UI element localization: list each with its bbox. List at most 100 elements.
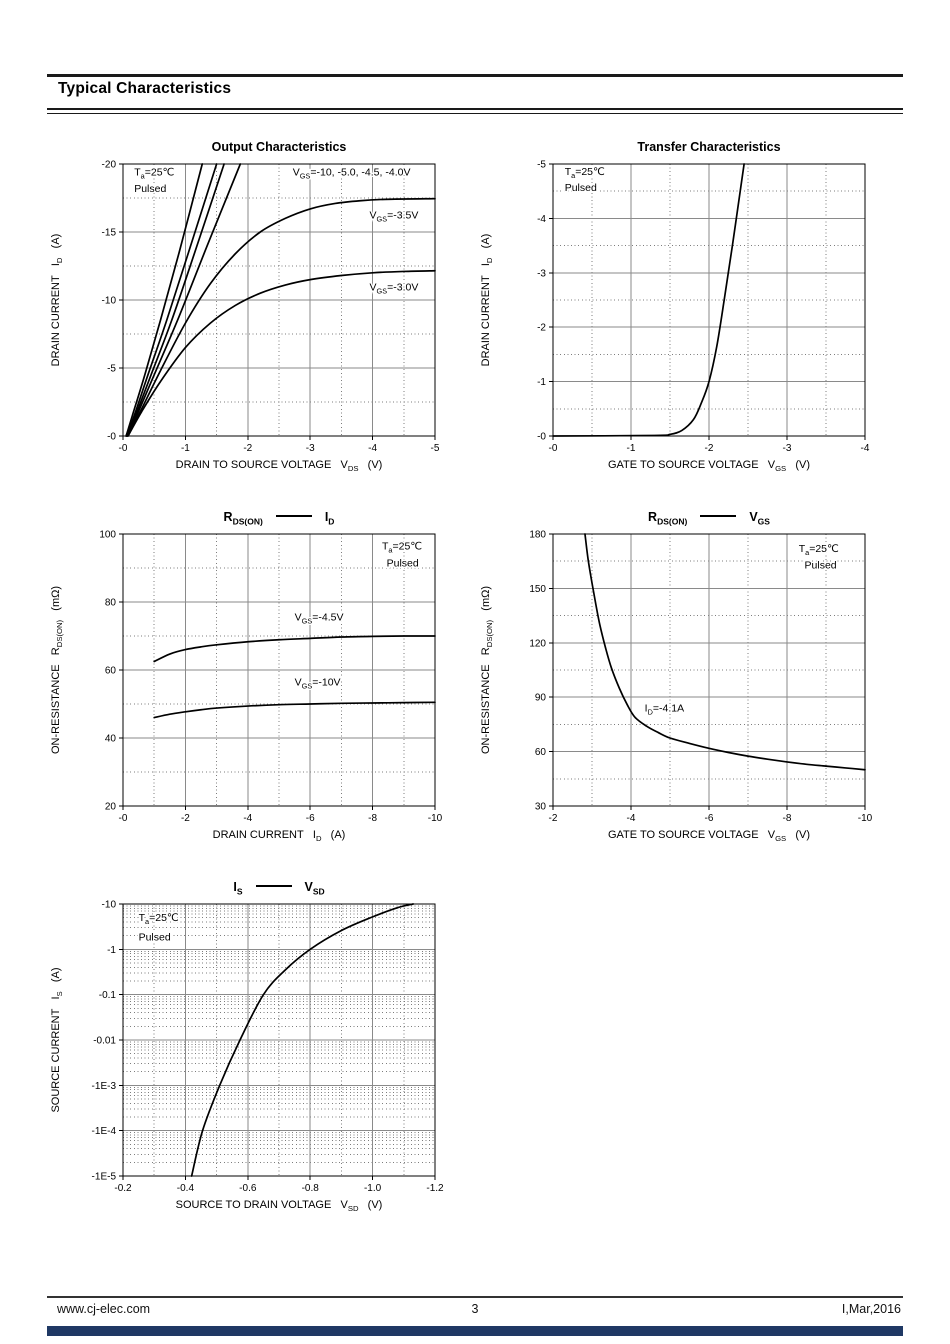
svg-text:-0: -0 — [119, 443, 128, 454]
svg-text:DRAIN CURRENT ID (A): DRAIN CURRENT ID (A) — [50, 234, 64, 367]
chart-rdson-vs-id: RDS(ON) ID -0 -2 -4 -6 -8 -10 20 40 60 80 100 DRAIN … — [45, 510, 475, 862]
curve-id-vs-vgs — [552, 163, 745, 437]
svg-text:-1E-3: -1E-3 — [92, 1081, 117, 1092]
svg-text:-2: -2 — [549, 813, 558, 824]
svg-text:GATE TO SOURCE VOLTAGE VGS: GATE TO SOURCE VOLTAGE VGS (V) — [608, 829, 810, 843]
svg-text:-0.4: -0.4 — [177, 1183, 195, 1194]
curve-vgs--5.0v — [125, 163, 218, 437]
svg-text:-4: -4 — [368, 443, 377, 454]
svg-text:-0.2: -0.2 — [114, 1183, 132, 1194]
svg-text:-3: -3 — [783, 443, 792, 454]
svg-text:-3: -3 — [537, 268, 546, 279]
svg-text:-20: -20 — [102, 160, 117, 171]
footer-revision: I,Mar,2016 — [841, 1302, 901, 1316]
svg-text:40: 40 — [105, 734, 117, 745]
footer-bar — [47, 1326, 903, 1336]
plot-transfer-characteristics: -0 -1 -2 -3 -4 -0 -1 -2 -3 -4 -5 GATE TO SOURCE VOL… — [480, 160, 870, 474]
svg-text:ON-RESISTANCE RDS(ON) (mΩ): ON-RESISTANCE RDS(ON) (mΩ) — [50, 586, 64, 754]
svg-text:-1E-5: -1E-5 — [92, 1172, 117, 1183]
svg-text:60: 60 — [105, 666, 117, 677]
svg-text:-2: -2 — [181, 813, 190, 824]
svg-text:-4: -4 — [537, 214, 546, 225]
svg-text:DRAIN CURRENT ID (A): DRAIN CURRENT ID (A) — [480, 234, 494, 367]
svg-text:-2: -2 — [705, 443, 714, 454]
annotation: Pulsed — [134, 183, 166, 195]
annotation: VGS=-4.5V — [295, 612, 344, 626]
svg-text:-8: -8 — [783, 813, 792, 824]
chart-is-vs-vsd: IS VSD -0.2 -0.4 -0.6 -0.8 -1.0 -1.2 -1E-5 -1E-4… — [45, 880, 475, 1232]
svg-text:DRAIN CURRENT ID (A): DRAIN CURRENT ID (A) — [213, 829, 346, 843]
svg-text:SOURCE TO DRAIN VOLTAGE VSD: SOURCE TO DRAIN VOLTAGE VSD (V) — [176, 1199, 383, 1213]
svg-text:-10: -10 — [102, 296, 117, 307]
annotation: VGS=-10V — [295, 676, 341, 690]
chart-rdson-vs-vgs: RDS(ON) VGS -2 -4 -6 -8 -10 30 60 90 120 150 180 GAT… — [475, 510, 905, 862]
svg-text:180: 180 — [529, 530, 546, 541]
curve-vgs--4.5v — [153, 635, 436, 663]
svg-text:30: 30 — [535, 802, 547, 813]
svg-text:-4: -4 — [243, 813, 252, 824]
svg-text:-3: -3 — [306, 443, 315, 454]
plot-rdson-vs-id: -0 -2 -4 -6 -8 -10 20 40 60 80 100 DRAIN CURRENT ID… — [50, 530, 443, 844]
svg-text:90: 90 — [535, 693, 547, 704]
chart-output-characteristics: Output Characteristics -0 -1 -2 -3 -4 -5 -0 -5-… — [45, 140, 475, 492]
header-double-rule — [47, 108, 903, 114]
chart-title-output-characteristics: Output Characteristics — [211, 140, 347, 154]
header-rule-top — [47, 74, 903, 77]
annotation: Ta=25℃ — [134, 167, 174, 181]
chart-title-rdson-vs-id: RDS(ON) ID — [223, 510, 335, 527]
svg-text:-0: -0 — [537, 432, 546, 443]
annotation: Pulsed — [139, 932, 171, 944]
svg-text:-1: -1 — [181, 443, 190, 454]
svg-text:-1.0: -1.0 — [364, 1183, 382, 1194]
svg-text:-10: -10 — [102, 900, 117, 911]
annotation: VGS=-3.5V — [369, 209, 418, 223]
svg-text:DRAIN TO SOURCE VOLTAGE VDS: DRAIN TO SOURCE VOLTAGE VDS (V) — [176, 459, 383, 473]
annotation: Ta=25℃ — [799, 543, 839, 557]
annotation: VGS=-10, -5.0, -4.5, -4.0V — [293, 167, 411, 181]
annotation: Pulsed — [805, 559, 837, 571]
chart-title-transfer-characteristics: Transfer Characteristics — [637, 140, 781, 154]
svg-text:-10: -10 — [428, 813, 443, 824]
annotation: Pulsed — [565, 182, 597, 194]
chart-title-is-vs-vsd: IS VSD — [233, 880, 325, 897]
svg-text:-6: -6 — [306, 813, 315, 824]
page-title: Typical Characteristics — [58, 80, 232, 97]
svg-text:150: 150 — [529, 584, 546, 595]
svg-text:-0: -0 — [107, 432, 116, 443]
annotation: Ta=25℃ — [565, 166, 605, 180]
footer-page-number: 3 — [471, 1302, 479, 1316]
footer-website: www.cj-elec.com — [57, 1302, 151, 1316]
curve-vgs--3.5v — [127, 197, 436, 437]
svg-text:-5: -5 — [431, 443, 440, 454]
svg-text:-10: -10 — [858, 813, 873, 824]
annotation: Ta=25℃ — [139, 912, 179, 926]
svg-text:100: 100 — [99, 530, 116, 541]
svg-text:-4: -4 — [627, 813, 636, 824]
curve-vgs--10v — [153, 701, 436, 719]
title-dash — [255, 885, 292, 887]
svg-text:-2: -2 — [537, 323, 546, 334]
title-dash — [275, 515, 312, 517]
svg-text:120: 120 — [529, 638, 546, 649]
title-dash — [700, 515, 737, 517]
svg-text:60: 60 — [535, 747, 547, 758]
svg-text:-0.1: -0.1 — [99, 990, 117, 1001]
annotation: Pulsed — [387, 557, 419, 569]
svg-text:-5: -5 — [107, 364, 116, 375]
curve-vgs--3.0v — [127, 269, 436, 437]
svg-text:SOURCE CURRENT IS (A): SOURCE CURRENT IS (A) — [50, 967, 64, 1112]
annotation: VGS=-3.0V — [369, 281, 418, 295]
chart-transfer-characteristics: Transfer Characteristics -0 -1 -2 -3 -4 -0 -1-… — [475, 140, 905, 492]
curve-vgs--4.5v — [125, 163, 225, 437]
plot-rdson-vs-vgs: -2 -4 -6 -8 -10 30 60 90 120 150 180 GATE TO SOURCE… — [480, 530, 873, 844]
svg-text:80: 80 — [105, 598, 117, 609]
svg-text:GATE TO SOURCE VOLTAGE VGS: GATE TO SOURCE VOLTAGE VGS (V) — [608, 459, 810, 473]
footer-rule — [47, 1296, 903, 1298]
svg-text:-1E-4: -1E-4 — [92, 1126, 117, 1137]
svg-text:-6: -6 — [705, 813, 714, 824]
plot-output-characteristics: -0 -1 -2 -3 -4 -5 -0 -5 -10 -15 -20 DRAIN TO SOURCE… — [50, 160, 440, 474]
svg-text:-0.6: -0.6 — [239, 1183, 257, 1194]
annotation: ID=-4.1A — [645, 703, 684, 717]
svg-text:-8: -8 — [368, 813, 377, 824]
svg-text:-0.8: -0.8 — [302, 1183, 320, 1194]
